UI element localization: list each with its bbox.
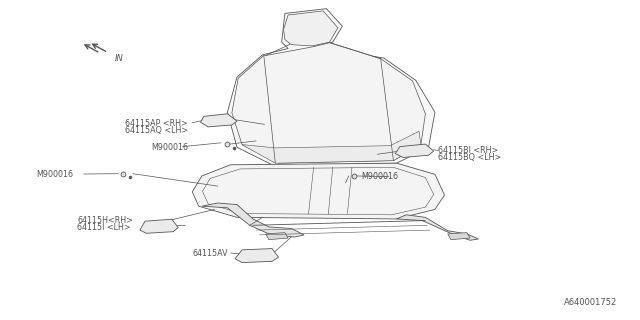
- Text: IN: IN: [115, 53, 123, 62]
- Text: 64115AV: 64115AV: [192, 250, 228, 259]
- Polygon shape: [200, 114, 237, 127]
- Polygon shape: [202, 203, 304, 237]
- Polygon shape: [232, 43, 426, 163]
- Text: 64115BI <RH>: 64115BI <RH>: [438, 146, 499, 155]
- Polygon shape: [448, 233, 470, 240]
- Polygon shape: [140, 219, 178, 233]
- Text: 64115I <LH>: 64115I <LH>: [77, 223, 131, 232]
- Polygon shape: [227, 9, 435, 166]
- Polygon shape: [242, 131, 421, 163]
- Text: M900016: M900016: [36, 170, 73, 179]
- Polygon shape: [284, 11, 338, 46]
- Text: M900016: M900016: [151, 143, 188, 152]
- Text: 64115H<RH>: 64115H<RH>: [77, 216, 133, 225]
- Polygon shape: [397, 215, 478, 240]
- Text: 64115AP <RH>: 64115AP <RH>: [125, 119, 188, 128]
- Text: A640001752: A640001752: [564, 298, 617, 307]
- Text: 64115AQ <LH>: 64115AQ <LH>: [125, 126, 188, 135]
- Polygon shape: [266, 233, 288, 240]
- Polygon shape: [192, 163, 445, 219]
- Text: M900016: M900016: [362, 172, 399, 181]
- Polygon shape: [396, 144, 434, 157]
- Text: 64115BQ <LH>: 64115BQ <LH>: [438, 153, 501, 162]
- Polygon shape: [235, 249, 278, 263]
